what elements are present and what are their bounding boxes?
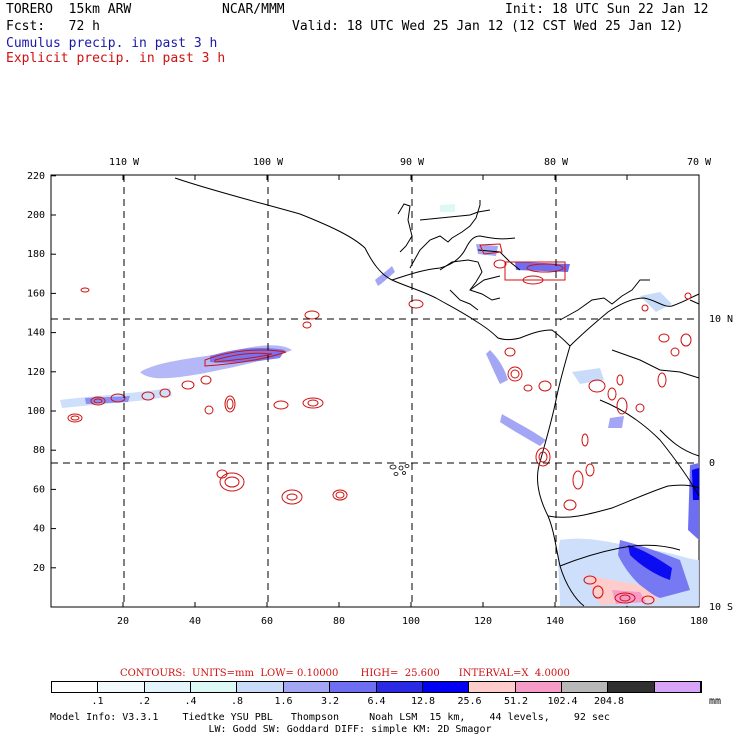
model-physics: LW: Godd SW: Goddard DIFF: simple KM: 2D… (208, 724, 492, 735)
colorbar-swatch (237, 682, 284, 692)
lat-label: 10 N (709, 314, 733, 325)
valid-time: Valid: 18 UTC Wed 25 Jan 12 (12 CST Wed … (292, 19, 684, 34)
x-tick-label: 180 (690, 616, 708, 627)
x-tick-label: 20 (117, 616, 129, 627)
colorbar-label: 102.4 (547, 696, 578, 707)
colorbar-label: 6.4 (367, 696, 386, 707)
colorbar-swatch (283, 682, 331, 692)
precip-colorbar (51, 681, 702, 693)
init-time: Init: 18 UTC Sun 22 Jan 12 (505, 2, 709, 17)
contour-info: CONTOURS: UNITS=mm LOW= 0.10000 HIGH= 25… (120, 668, 570, 679)
lat-label: 0 (709, 458, 715, 469)
colorbar-label: .1 (91, 696, 104, 707)
colorbar-swatch (191, 682, 238, 692)
y-tick-label: 100 (27, 406, 45, 417)
colorbar-label: 51.2 (503, 696, 529, 707)
colorbar-swatch (608, 682, 655, 692)
y-tick-label: 180 (27, 249, 45, 260)
colorbar-label: .8 (230, 696, 244, 707)
y-tick-label: 80 (33, 445, 45, 456)
colorbar-swatch (376, 682, 423, 692)
x-tick-label: 140 (546, 616, 564, 627)
colorbar-label: 204.8 (593, 696, 625, 707)
x-tick-label: 80 (333, 616, 345, 627)
colorbar-swatch (469, 682, 516, 692)
y-tick-label: 200 (27, 210, 45, 221)
model-title: TORERO 15km ARW (6, 2, 132, 17)
colorbar-swatch (330, 682, 377, 692)
colorbar-label: .2 (137, 696, 151, 707)
colorbar-unit: mm (708, 696, 722, 707)
y-tick-label: 120 (27, 367, 45, 378)
lon-label: 70 W (687, 157, 712, 168)
explicit-legend: Explicit precip. in past 3 h (6, 51, 226, 66)
y-tick-label: 20 (33, 563, 45, 574)
colorbar-swatch (144, 682, 192, 692)
colorbar-label: 25.6 (457, 696, 482, 707)
lon-label: 90 W (400, 157, 425, 168)
colorbar-swatch (561, 682, 609, 692)
y-tick-label: 60 (33, 484, 45, 495)
x-tick-label: 60 (261, 616, 273, 627)
model-info: Model Info: V3.3.1 Tiedtke YSU PBL Thomp… (50, 712, 610, 723)
lat-label: 10 S (709, 602, 733, 613)
lon-label: 110 W (109, 157, 140, 168)
y-tick-label: 40 (33, 524, 45, 535)
map-tick-labels: 2040608010012014016018020022024026028030… (27, 171, 708, 627)
coastlines (174, 177, 700, 607)
colorbar-label: .4 (184, 696, 197, 707)
forecast-hour: Fcst: 72 h (6, 19, 100, 34)
explicit-precip-contours (67, 243, 692, 605)
y-tick-label: 140 (27, 328, 45, 339)
lon-label: 80 W (544, 157, 569, 168)
x-tick-label: 160 (618, 616, 636, 627)
colorbar-swatch (98, 682, 145, 692)
colorbar-label: 1.6 (274, 696, 293, 707)
x-tick-label: 100 (402, 616, 420, 627)
colorbar-swatch (52, 682, 99, 692)
colorbar-label: 3.2 (320, 696, 340, 707)
y-tick-label: 160 (27, 288, 45, 299)
x-tick-label: 40 (189, 616, 201, 627)
colorbar-swatch (422, 682, 470, 692)
galapagos-islands (389, 464, 410, 476)
colorbar-swatch (654, 682, 702, 692)
lat-lon-grid (51, 175, 699, 607)
x-tick-label: 120 (474, 616, 492, 627)
organization-label: NCAR/MMM (222, 2, 285, 17)
lon-label: 100 W (253, 157, 284, 168)
cumulus-legend: Cumulus precip. in past 3 h (6, 36, 218, 51)
map-ticks (51, 175, 700, 607)
y-tick-label: 220 (27, 171, 45, 182)
colorbar-swatch (515, 682, 562, 692)
colorbar-label: 12.8 (410, 696, 436, 707)
